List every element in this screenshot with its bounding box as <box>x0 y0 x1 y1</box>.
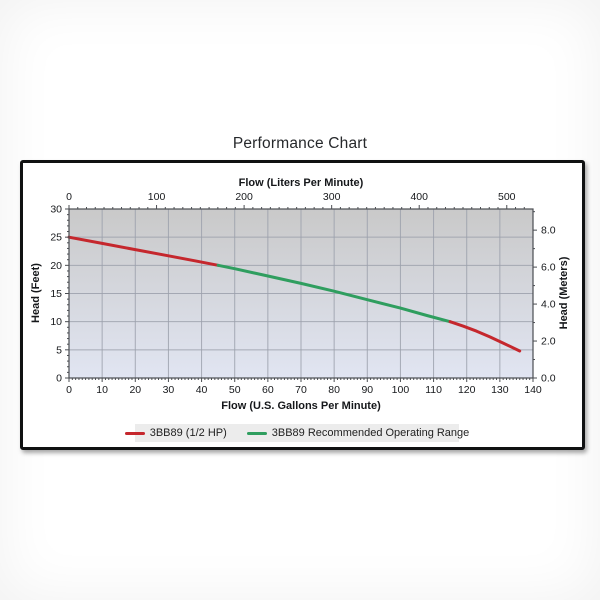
bottom-axis-tick-label: 30 <box>163 384 175 396</box>
chart-title: Performance Chart <box>232 135 368 152</box>
top-axis-tick-label: 400 <box>410 191 428 203</box>
bottom-axis-tick-label: 60 <box>262 384 274 396</box>
pump-curve-line-swatch <box>124 431 145 435</box>
left-axis-tick-label: 25 <box>50 232 62 244</box>
left-axis-tick-label: 10 <box>50 316 62 328</box>
legend-label-operating-range: 3BB89 Recommended Operating Range <box>271 427 470 439</box>
bottom-axis-tick-label: 120 <box>458 384 476 396</box>
bottom-axis-tick-label: 140 <box>524 384 542 396</box>
operating-range-line-swatch <box>246 431 267 435</box>
pump-curve-segment-high <box>448 320 522 353</box>
bottom-axis-tick-label: 130 <box>491 384 509 396</box>
top-axis-tick-label: 300 <box>323 191 341 203</box>
bottom-axis-tick-label: 100 <box>392 384 410 396</box>
bottom-axis-tick-label: 40 <box>196 384 208 396</box>
left-axis-tick-label: 0 <box>56 373 62 385</box>
legend-label-pump-curve: 3BB89 (1/2 HP) <box>149 427 227 439</box>
right-axis-tick-label: 8.0 <box>541 225 556 237</box>
left-axis-tick-label: 15 <box>50 288 62 300</box>
recommended-operating-range-segment <box>216 263 452 324</box>
left-axis-tick-label: 5 <box>56 344 62 356</box>
legend-item-pump-curve: 3BB89 (1/2 HP) <box>124 427 227 439</box>
bottom-axis-tick-label: 0 <box>66 384 72 396</box>
top-axis-tick-label: 100 <box>148 191 166 203</box>
bottom-axis-tick-label: 80 <box>328 384 340 396</box>
right-axis-tick-label: 4.0 <box>541 299 556 311</box>
top-axis-title: Flow (Liters Per Minute) <box>238 177 364 189</box>
top-axis-tick-label: 500 <box>498 191 516 203</box>
top-axis-tick-label: 200 <box>235 191 253 203</box>
legend-item-operating-range: 3BB89 Recommended Operating Range <box>246 427 470 439</box>
bottom-axis-tick-label: 90 <box>361 384 373 396</box>
right-axis-tick-label: 0.0 <box>541 373 556 385</box>
left-axis-tick-label: 20 <box>50 260 62 272</box>
bottom-axis-tick-label: 110 <box>425 384 442 396</box>
left-axis-title: Head (Feet) <box>30 263 42 323</box>
top-axis-tick-label: 0 <box>66 191 72 203</box>
chart-box: 0 100 200 300 400 500 0 10 20 30 40 50 60 70 80 90 100 11… <box>20 160 585 450</box>
legend: 3BB89 (1/2 HP) 3BB89 Recommended Operati… <box>124 424 469 442</box>
bottom-axis-tick-label: 50 <box>229 384 241 396</box>
bottom-axis-tick-label: 10 <box>96 384 108 396</box>
bottom-axis-tick-label: 20 <box>129 384 141 396</box>
right-axis-tick-label: 2.0 <box>541 336 556 348</box>
left-axis-tick-label: 30 <box>50 204 62 216</box>
pump-curve-segment-low <box>67 235 220 267</box>
bottom-axis-title: Flow (U.S. Gallons Per Minute) <box>221 400 381 412</box>
gridlines <box>69 209 533 378</box>
right-axis-tick-label: 6.0 <box>541 262 556 274</box>
right-axis-title: Head (Meters) <box>558 256 570 330</box>
bottom-axis-tick-label: 70 <box>295 384 307 396</box>
axis-ticks <box>65 205 537 382</box>
